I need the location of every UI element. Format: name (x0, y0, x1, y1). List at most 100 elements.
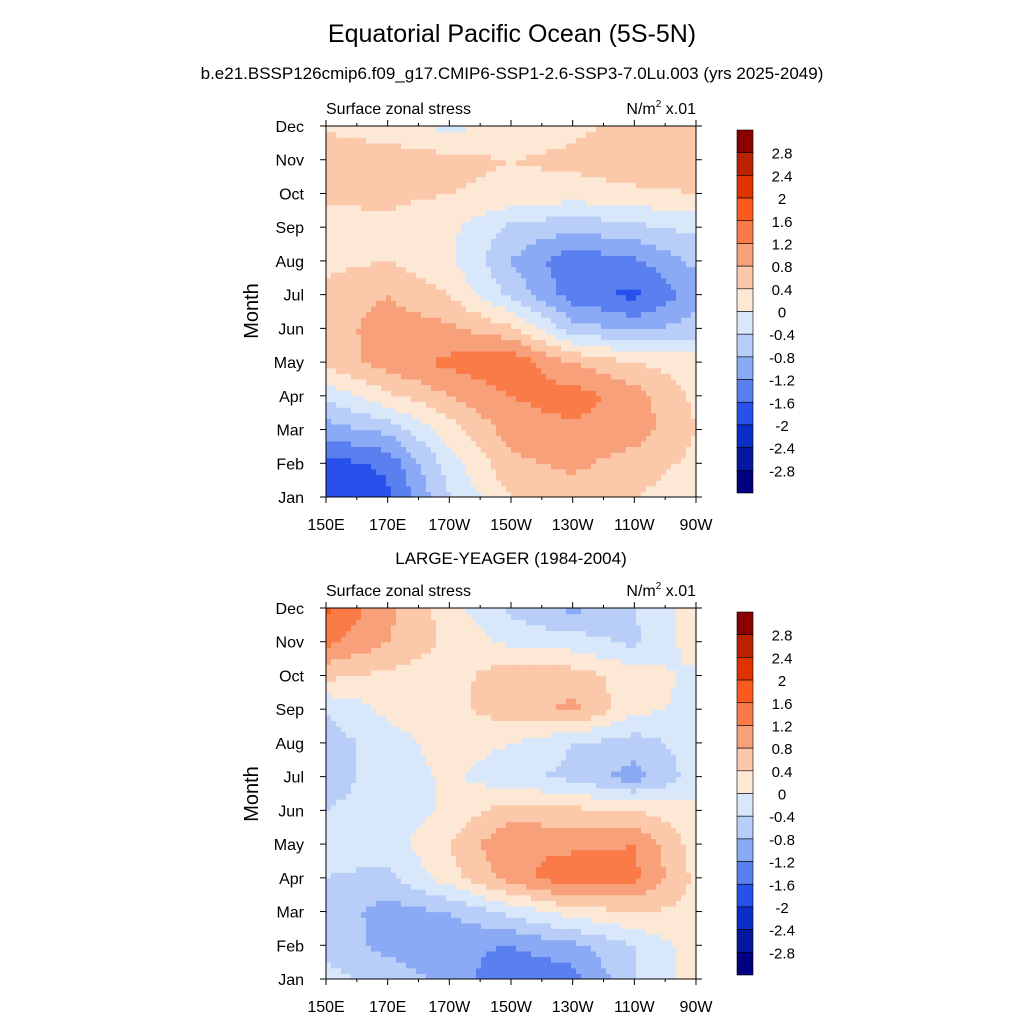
heatmap-cell (661, 362, 667, 369)
heatmap-cell (536, 491, 542, 497)
heatmap-cell (561, 255, 567, 262)
heatmap-cell (646, 452, 652, 459)
heatmap-cell (356, 468, 362, 476)
heatmap-cell (521, 491, 527, 497)
heatmap-cell (681, 491, 687, 497)
heatmap-cell (676, 491, 682, 497)
heatmap-cell (341, 463, 347, 470)
heatmap-cell (461, 215, 467, 223)
heatmap-cell (496, 283, 502, 290)
heatmap-cell (576, 137, 582, 144)
heatmap-cell (406, 345, 412, 352)
heatmap-cell (351, 401, 357, 408)
heatmap-cell (396, 339, 402, 346)
heatmap-cell (556, 491, 562, 497)
heatmap-cell (546, 266, 552, 273)
heatmap-cell (426, 165, 432, 172)
heatmap-cell (431, 244, 437, 251)
heatmap-cell (646, 474, 652, 481)
heatmap-cell (591, 480, 597, 487)
heatmap-cell (476, 283, 482, 290)
heatmap-cell (496, 328, 502, 335)
heatmap-cell (686, 148, 692, 155)
heatmap-cell (471, 412, 477, 419)
heatmap-cell (376, 452, 382, 459)
heatmap-cell (461, 221, 467, 228)
heatmap-cell (561, 227, 567, 234)
heatmap-cell (686, 480, 692, 487)
heatmap-cell (661, 452, 667, 459)
heatmap-cell (476, 165, 482, 172)
heatmap-cell (451, 131, 457, 138)
heatmap-cell (471, 480, 477, 487)
heatmap-cell (406, 339, 412, 346)
heatmap-cell (521, 204, 527, 211)
heatmap-cell (551, 373, 557, 380)
heatmap-cell (586, 362, 592, 369)
heatmap-cell (586, 328, 592, 335)
heatmap-cell (376, 193, 382, 200)
heatmap-cell (631, 199, 637, 206)
heatmap-cell (616, 339, 622, 346)
heatmap-cell (691, 362, 696, 369)
heatmap-cell (566, 401, 572, 408)
heatmap-cell (426, 255, 432, 262)
heatmap-cell (691, 446, 696, 453)
heatmap-cell (516, 131, 522, 138)
heatmap-cell (506, 485, 512, 492)
heatmap-cell (416, 244, 422, 251)
heatmap-cell (441, 328, 447, 335)
heatmap-cell (361, 154, 367, 161)
heatmap-cell (691, 159, 696, 166)
heatmap-cell (436, 378, 442, 386)
heatmap-cell (686, 390, 692, 397)
heatmap-cell (551, 210, 557, 217)
heatmap-cell (576, 457, 582, 464)
heatmap-cell (326, 457, 332, 464)
heatmap-cell (431, 339, 437, 346)
heatmap-cell (461, 440, 467, 448)
heatmap-cell (646, 378, 652, 386)
heatmap-cell (486, 204, 492, 211)
heatmap-cell (546, 373, 552, 380)
heatmap-cell (631, 322, 637, 329)
heatmap-cell (366, 367, 372, 374)
heatmap-cell (536, 221, 542, 228)
heatmap-cell (431, 137, 437, 144)
heatmap-cell (671, 148, 677, 155)
heatmap-cell (451, 350, 457, 358)
heatmap-cell (421, 170, 427, 178)
heatmap-cell (606, 176, 612, 183)
heatmap-cell (361, 350, 367, 358)
heatmap-cell (691, 373, 696, 380)
heatmap-cell (396, 283, 402, 290)
heatmap-cell (486, 283, 492, 290)
heatmap-cell (426, 429, 432, 436)
heatmap-cell (686, 317, 692, 324)
heatmap-cell (506, 384, 512, 391)
heatmap-cell (641, 378, 647, 386)
heatmap-cell (666, 390, 672, 397)
heatmap-cell (496, 272, 502, 279)
heatmap-cell (456, 384, 462, 391)
heatmap-cell (501, 362, 507, 369)
heatmap-cell (506, 266, 512, 273)
heatmap-cell (396, 333, 402, 341)
heatmap-cell (491, 440, 497, 448)
heatmap-cell (451, 440, 457, 448)
heatmap-cell (426, 272, 432, 279)
heatmap-cell (591, 193, 597, 200)
heatmap-cell (361, 463, 367, 470)
heatmap-cell (521, 474, 527, 481)
heatmap-cell (601, 429, 607, 436)
heatmap-cell (361, 333, 367, 341)
heatmap-cell (561, 339, 567, 346)
heatmap-cell (336, 395, 342, 403)
heatmap-cell (401, 463, 407, 470)
heatmap-cell (606, 311, 612, 318)
heatmap-cell (476, 170, 482, 178)
heatmap-cell (381, 131, 387, 138)
heatmap-cell (551, 126, 557, 133)
heatmap-cell (391, 423, 397, 431)
heatmap-cell (596, 199, 602, 206)
